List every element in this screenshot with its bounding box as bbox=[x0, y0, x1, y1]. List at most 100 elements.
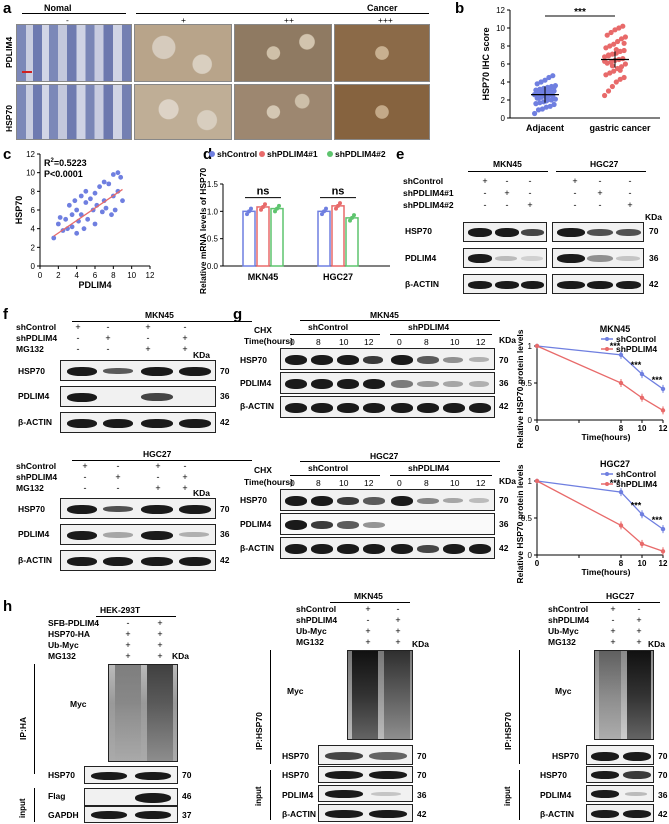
f-blot-mkn45-actin bbox=[60, 412, 216, 433]
b-point bbox=[533, 101, 539, 107]
c-point bbox=[115, 170, 121, 176]
e-line-mkn45 bbox=[468, 171, 548, 172]
b-point bbox=[617, 48, 623, 55]
h2-ip-line bbox=[270, 650, 271, 764]
f-kda-70-1: 70 bbox=[220, 366, 230, 376]
b-point bbox=[534, 81, 540, 87]
h2-cond-2: Ub-Myc bbox=[296, 626, 327, 636]
f-cond-1: shPDLIM4 bbox=[16, 333, 58, 343]
d-bar-point bbox=[245, 212, 249, 217]
b-point bbox=[538, 79, 544, 85]
h3-cond-3: MG132 bbox=[548, 637, 576, 647]
b-xlabel-cancer: gastric cancer bbox=[589, 123, 651, 133]
f-line-hgc27 bbox=[72, 460, 252, 461]
b-point bbox=[547, 103, 553, 109]
c-point bbox=[83, 200, 89, 205]
h3-blot-myc bbox=[594, 650, 654, 740]
e-blot-mkn45-pdlim4 bbox=[463, 248, 547, 268]
b-point bbox=[617, 76, 623, 82]
b-point bbox=[539, 87, 545, 93]
h3-row-pdlim4: PDLIM4 bbox=[540, 790, 572, 800]
b-point bbox=[551, 88, 557, 94]
e-blot-hgc27-pdlim4 bbox=[552, 248, 644, 268]
g1-point bbox=[534, 343, 540, 349]
g2-sig: *** bbox=[631, 500, 642, 510]
h3-row-hsp70-ip: HSP70 bbox=[552, 751, 579, 761]
a-row-hsp70: HSP70 bbox=[4, 105, 14, 132]
c-point bbox=[109, 212, 114, 218]
h1-row-myc: Myc bbox=[70, 699, 87, 709]
g-blot-mkn45-hsp70 bbox=[280, 348, 495, 370]
g1-series-line bbox=[536, 345, 664, 390]
g-t8-d: 8 bbox=[424, 478, 429, 488]
h1-input-label: input bbox=[18, 798, 27, 818]
g-line-control-1 bbox=[290, 334, 380, 335]
g-row-hsp70-2: HSP70 bbox=[240, 495, 267, 505]
c-ytick-label: 4 bbox=[31, 225, 36, 234]
a-cancer-line bbox=[136, 13, 429, 14]
c-point bbox=[120, 198, 125, 204]
c-ylabel: HSP70 bbox=[14, 196, 24, 225]
g-row-hsp70-1: HSP70 bbox=[240, 355, 267, 365]
b-point bbox=[622, 61, 628, 67]
h1-blot-myc bbox=[108, 664, 178, 762]
c-point bbox=[81, 226, 87, 232]
g1-title: MKN45 bbox=[600, 324, 631, 334]
a-row-pdlim4: PDLIM4 bbox=[4, 36, 14, 68]
c-point bbox=[88, 196, 93, 202]
g-group-pdlim4-1: shPDLIM4 bbox=[408, 322, 450, 332]
f-kda-label-1: KDa bbox=[193, 350, 211, 360]
b-point bbox=[548, 97, 555, 103]
a-ihc-hsp70-plus bbox=[134, 84, 232, 140]
g-blot-hgc27-actin bbox=[280, 537, 495, 559]
g-t8-c: 8 bbox=[316, 478, 321, 488]
c-ytick-label: 10 bbox=[26, 169, 35, 178]
h2-row-myc: Myc bbox=[287, 686, 304, 696]
f-cond-0: shControl bbox=[16, 322, 57, 332]
c-ytick-label: 2 bbox=[31, 243, 36, 252]
h2-title: MKN45 bbox=[354, 591, 383, 601]
c-point bbox=[63, 216, 69, 222]
g2-series-line bbox=[536, 480, 664, 552]
b-point bbox=[545, 84, 551, 90]
g-t0-a: 0 bbox=[290, 337, 295, 347]
d-bar bbox=[345, 217, 359, 267]
g-t0-d: 0 bbox=[397, 478, 402, 488]
g1-ytick-label: 1 bbox=[528, 342, 533, 351]
g-t12-d: 12 bbox=[476, 478, 486, 488]
g-group-control-1: shControl bbox=[308, 322, 349, 332]
d-bar-point bbox=[324, 206, 328, 211]
b-point bbox=[620, 56, 626, 62]
b-ytick-label: 8 bbox=[501, 42, 506, 51]
b-point bbox=[603, 45, 609, 51]
g-line-pdlim4-1 bbox=[390, 334, 492, 335]
panel-g-label: g bbox=[233, 306, 243, 323]
h2-title-line bbox=[330, 602, 410, 603]
g2-ytick-label: 0 bbox=[528, 551, 533, 560]
h2-row-actin: β-ACTIN bbox=[282, 809, 316, 819]
d-bar bbox=[317, 210, 331, 267]
g2-legend-dot bbox=[605, 472, 609, 476]
f-blot-hgc27-hsp70 bbox=[60, 498, 216, 519]
d-bar-point bbox=[249, 206, 253, 211]
b-point bbox=[611, 68, 617, 74]
b-point bbox=[612, 27, 618, 33]
a-nomal-label: Nomal bbox=[44, 3, 72, 13]
e-blot-hgc27-actin bbox=[552, 274, 644, 294]
b-ytick-label: 4 bbox=[501, 78, 506, 87]
c-point bbox=[112, 207, 118, 213]
h2-kda-label: KDa bbox=[412, 639, 430, 649]
f-kda-42-2: 42 bbox=[220, 555, 230, 565]
c-point bbox=[69, 212, 75, 218]
e-blot-mkn45-hsp70 bbox=[463, 222, 547, 242]
panel-h-label: h bbox=[3, 598, 13, 615]
g-kda-label-2: KDa bbox=[499, 476, 517, 486]
f-blot-hgc27-actin bbox=[60, 550, 216, 571]
g-t12-b: 12 bbox=[476, 337, 486, 347]
h1-ip-line bbox=[34, 664, 35, 774]
b-point bbox=[608, 29, 614, 36]
g-t10-c: 10 bbox=[339, 478, 349, 488]
c-point bbox=[85, 216, 91, 222]
e-blot-mkn45-actin bbox=[463, 274, 547, 294]
